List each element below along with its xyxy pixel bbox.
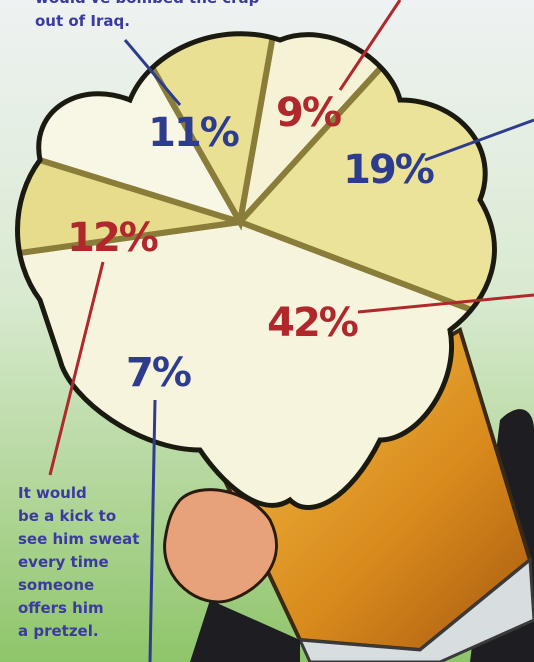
value-label: 42% bbox=[267, 300, 358, 346]
annotation: every time bbox=[18, 553, 109, 571]
annotation: a pretzel. bbox=[18, 622, 99, 640]
slice bbox=[234, 33, 495, 376]
leader-line bbox=[48, 261, 105, 476]
leader-line bbox=[123, 39, 182, 106]
annotation: out of Iraq. bbox=[35, 12, 130, 30]
annotation: offers him bbox=[18, 599, 104, 617]
slice bbox=[17, 94, 241, 284]
leader-line bbox=[338, 0, 402, 91]
value-label: 7% bbox=[126, 350, 191, 396]
cuff bbox=[190, 600, 300, 662]
value-label: 19% bbox=[343, 147, 434, 193]
annotation: see him sweat bbox=[18, 530, 139, 548]
annotation: It would bbox=[18, 484, 87, 502]
annotation: someone bbox=[18, 576, 94, 594]
leader-line bbox=[424, 118, 534, 162]
slice bbox=[28, 33, 317, 231]
value-label: 9% bbox=[276, 90, 341, 136]
glass-base bbox=[297, 556, 534, 662]
annotation: be a kick to bbox=[18, 507, 116, 525]
value-label: 12% bbox=[67, 215, 158, 261]
labels: 9%19% 42% 7% 12% 11% would've bombed the crap… bbox=[18, 0, 534, 662]
leader-line bbox=[148, 399, 157, 662]
value-label: 11% bbox=[148, 110, 239, 156]
leader-line bbox=[357, 293, 534, 314]
slice bbox=[235, 33, 495, 232]
annotation: would've bombed the crap bbox=[35, 0, 260, 7]
